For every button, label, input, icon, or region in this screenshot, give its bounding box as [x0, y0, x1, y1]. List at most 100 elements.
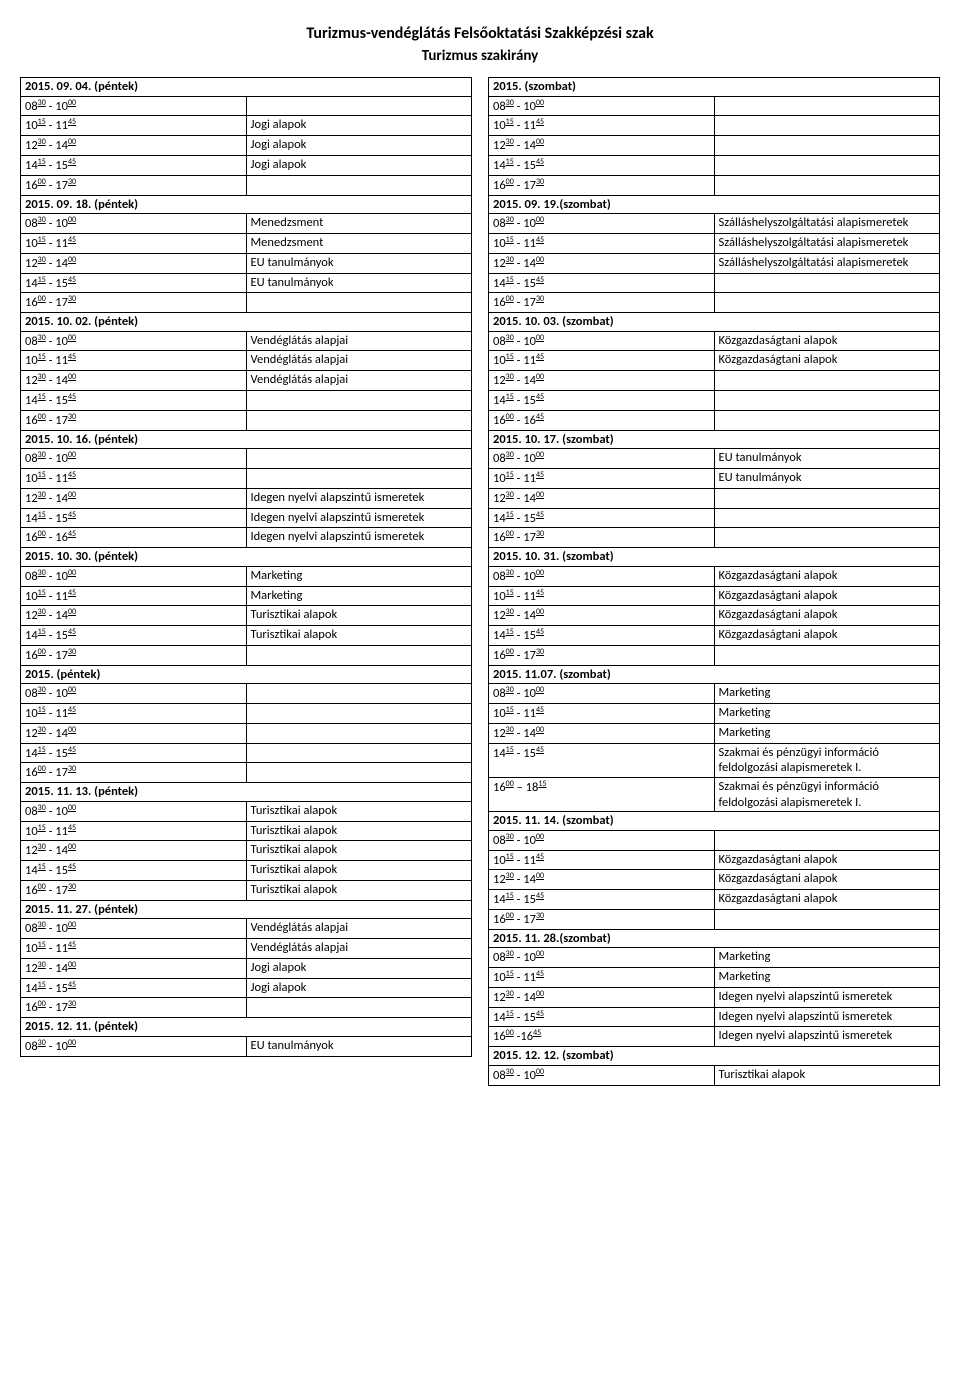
table-row: 1015 - 1145	[21, 469, 472, 489]
schedule-columns: 2015. 09. 04. (péntek)0830 - 10001015 - …	[20, 77, 940, 1086]
left-column: 2015. 09. 04. (péntek)0830 - 10001015 - …	[20, 77, 472, 1086]
time-cell: 1600 - 1730	[21, 410, 247, 430]
value-cell: Vendéglátás alapjai	[246, 939, 472, 959]
value-cell: Menedzsment	[246, 233, 472, 253]
table-row: 1230 - 1400Jogi alapok	[21, 136, 472, 156]
time-cell: 1415 - 1545	[489, 626, 715, 646]
value-cell: Közgazdaságtani alapok	[714, 351, 940, 371]
value-cell: Marketing	[714, 723, 940, 743]
time-cell: 1415 - 1545	[489, 155, 715, 175]
value-cell: Vendéglátás alapjai	[246, 351, 472, 371]
schedule-block: 2015. 10. 30. (péntek)0830 - 1000Marketi…	[20, 547, 472, 666]
table-row: 1015 - 1145Marketing	[489, 968, 940, 988]
table-row: 1230 - 1400EU tanulmányok	[21, 253, 472, 273]
value-cell: Menedzsment	[246, 214, 472, 234]
table-row: 1230 - 1400	[489, 136, 940, 156]
table-row: 1230 - 1400Szálláshelyszolgáltatási alap…	[489, 253, 940, 273]
schedule-block: 2015. 10. 17. (szombat)0830 - 1000EU tan…	[488, 430, 940, 549]
table-row: 1415 - 1545Idegen nyelvi alapszintű isme…	[489, 1007, 940, 1027]
time-cell: 0830 - 1000	[21, 449, 247, 469]
schedule-block: 2015. 09. 19.(szombat)0830 - 1000Szállás…	[488, 195, 940, 314]
table-row: 0830 - 1000Marketing	[489, 684, 940, 704]
block-header: 2015. 11.07. (szombat)	[489, 665, 940, 684]
time-cell: 1015 - 1145	[21, 821, 247, 841]
block-header: 2015. 10. 31. (szombat)	[489, 548, 940, 567]
value-cell: Marketing	[714, 684, 940, 704]
table-row: 0830 - 1000Marketing	[21, 566, 472, 586]
value-cell	[246, 96, 472, 116]
block-header: 2015. 12. 12. (szombat)	[489, 1047, 940, 1066]
value-cell	[246, 998, 472, 1018]
time-cell: 1230 - 1400	[21, 958, 247, 978]
time-cell: 1015 - 1145	[489, 469, 715, 489]
table-row: 0830 - 1000Vendéglátás alapjai	[21, 331, 472, 351]
table-row: 1015 - 1145Marketing	[21, 586, 472, 606]
table-row: 1415 - 1545	[489, 508, 940, 528]
table-row: 1415 - 1545Szakmai és pénzügyi informáci…	[489, 743, 940, 777]
table-row: 1415 - 1545Közgazdaságtani alapok	[489, 626, 940, 646]
value-cell: Idegen nyelvi alapszintű ismeretek	[714, 1007, 940, 1027]
table-row: 1600 - 1730	[21, 645, 472, 665]
time-cell: 1230 - 1400	[489, 870, 715, 890]
table-row: 1600 - 1645	[489, 410, 940, 430]
table-row: 0830 - 1000Közgazdaságtani alapok	[489, 566, 940, 586]
table-row: 1600 - 1730	[21, 998, 472, 1018]
value-cell: Marketing	[714, 968, 940, 988]
value-cell: Idegen nyelvi alapszintű ismeretek	[246, 488, 472, 508]
table-row: 1600 - 1730	[489, 175, 940, 195]
value-cell	[246, 645, 472, 665]
value-cell: Marketing	[714, 948, 940, 968]
time-cell: 1415 - 1545	[21, 978, 247, 998]
time-cell: 0830 - 1000	[21, 801, 247, 821]
time-cell: 1600 - 1645	[489, 410, 715, 430]
block-header: 2015. 11. 13. (péntek)	[21, 783, 472, 802]
table-row: 1230 - 1400Közgazdaságtani alapok	[489, 606, 940, 626]
time-cell: 1015 - 1145	[21, 469, 247, 489]
value-cell	[714, 528, 940, 548]
value-cell	[246, 684, 472, 704]
block-header: 2015. 09. 04. (péntek)	[21, 78, 472, 97]
value-cell	[246, 469, 472, 489]
value-cell: Turisztikai alapok	[246, 861, 472, 881]
value-cell	[246, 293, 472, 313]
table-row: 1600 - 1730	[489, 645, 940, 665]
value-cell: Idegen nyelvi alapszintű ismeretek	[246, 528, 472, 548]
block-header: 2015. 10. 02. (péntek)	[21, 313, 472, 332]
value-cell: Marketing	[246, 586, 472, 606]
page-subtitle: Turizmus szakirány	[20, 47, 940, 65]
table-row: 1015 - 1145Közgazdaságtani alapok	[489, 850, 940, 870]
table-row: 1015 - 1145Vendéglátás alapjai	[21, 939, 472, 959]
value-cell: Közgazdaságtani alapok	[714, 606, 940, 626]
time-cell: 1015 - 1145	[489, 850, 715, 870]
table-row: 1015 - 1145EU tanulmányok	[489, 469, 940, 489]
time-cell: 1015 - 1145	[489, 586, 715, 606]
time-cell: 1415 - 1545	[21, 508, 247, 528]
time-cell: 1600 - 1730	[21, 293, 247, 313]
table-row: 0830 - 1000	[21, 684, 472, 704]
schedule-block: 2015. (szombat)0830 - 10001015 - 1145123…	[488, 77, 940, 196]
value-cell: EU tanulmányok	[246, 273, 472, 293]
value-cell: Jogi alapok	[246, 958, 472, 978]
time-cell: 1600 - 1730	[489, 293, 715, 313]
table-row: 0830 - 1000Szálláshelyszolgáltatási alap…	[489, 214, 940, 234]
time-cell: 1230 - 1400	[21, 723, 247, 743]
table-row: 1415 - 1545	[489, 391, 940, 411]
right-column: 2015. (szombat)0830 - 10001015 - 1145123…	[488, 77, 940, 1086]
time-cell: 1015 - 1145	[489, 116, 715, 136]
time-cell: 1415 - 1545	[21, 861, 247, 881]
time-cell: 0830 - 1000	[21, 214, 247, 234]
block-header: 2015. 09. 19.(szombat)	[489, 195, 940, 214]
time-cell: 1600 - 1730	[489, 528, 715, 548]
table-row: 1600 - 1730	[21, 293, 472, 313]
value-cell: Közgazdaságtani alapok	[714, 850, 940, 870]
value-cell	[714, 116, 940, 136]
time-cell: 1015 - 1145	[21, 351, 247, 371]
time-cell: 0830 - 1000	[21, 919, 247, 939]
time-cell: 1230 - 1400	[21, 488, 247, 508]
table-row: 1230 - 1400Idegen nyelvi alapszintű isme…	[489, 987, 940, 1007]
table-row: 0830 - 1000EU tanulmányok	[21, 1036, 472, 1056]
time-cell: 1230 - 1400	[489, 136, 715, 156]
value-cell: Közgazdaságtani alapok	[714, 586, 940, 606]
value-cell	[714, 830, 940, 850]
block-header: 2015. 12. 11. (péntek)	[21, 1018, 472, 1037]
